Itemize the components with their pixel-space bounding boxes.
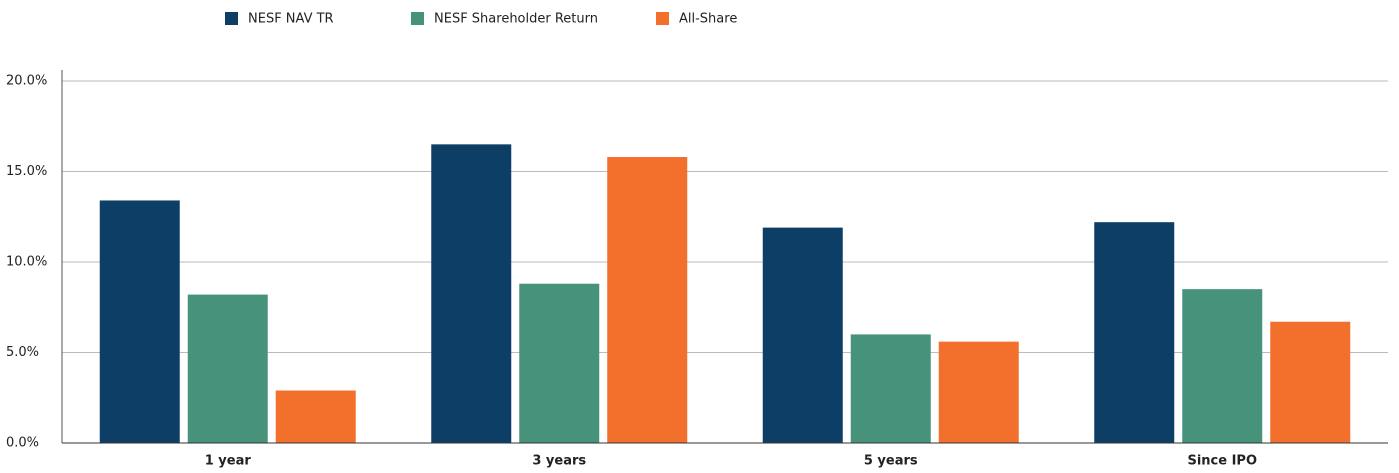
bar xyxy=(938,341,1019,443)
x-tick-label: 5 years xyxy=(864,454,918,469)
bar xyxy=(1182,289,1263,443)
x-tick-label: Since IPO xyxy=(1187,454,1257,469)
bar xyxy=(850,334,931,443)
legend-swatch xyxy=(225,12,238,25)
bar xyxy=(99,200,180,443)
legend-label: NESF NAV TR xyxy=(248,12,334,27)
bar xyxy=(519,283,600,443)
bar xyxy=(1270,321,1351,443)
bar xyxy=(431,144,512,443)
y-tick-label: 20.0% xyxy=(6,74,47,89)
legend-label: NESF Shareholder Return xyxy=(434,12,598,27)
bar xyxy=(1094,222,1175,443)
legend-swatch xyxy=(656,12,669,25)
bar xyxy=(762,227,843,443)
y-tick-label: 5.0% xyxy=(6,345,39,360)
legend-label: All-Share xyxy=(679,12,737,27)
bar xyxy=(607,157,688,443)
y-tick-label: 10.0% xyxy=(6,255,47,270)
y-tick-label: 15.0% xyxy=(6,164,47,179)
x-tick-label: 1 year xyxy=(205,454,252,469)
x-tick-label: 3 years xyxy=(532,454,586,469)
legend-swatch xyxy=(411,12,424,25)
y-tick-label: 0.0% xyxy=(6,436,39,451)
bar xyxy=(187,294,268,443)
bar xyxy=(275,390,356,443)
